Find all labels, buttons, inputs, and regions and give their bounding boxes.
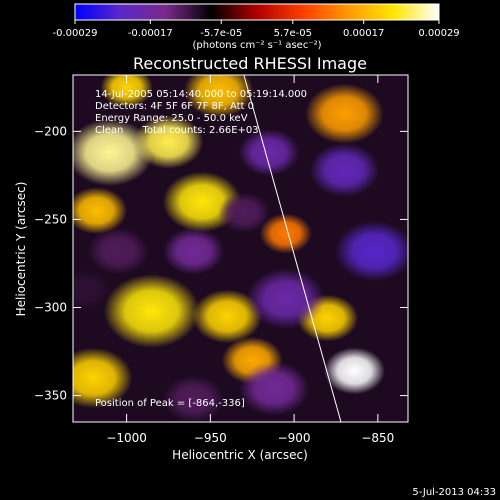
image-blob xyxy=(183,75,254,118)
image-blob xyxy=(309,143,380,197)
image-frame xyxy=(72,74,409,423)
image-blob xyxy=(87,227,149,275)
image-blob xyxy=(73,187,127,235)
image-blob xyxy=(163,375,225,422)
image-blob xyxy=(217,192,270,233)
annotation-time-range: 14-Jul-2005 05:14:40.000 to 05:19:14.000 xyxy=(95,89,307,100)
image-blob xyxy=(103,274,200,348)
image-blob xyxy=(73,269,111,310)
image-blob xyxy=(238,129,300,176)
annotation-detectors: Detectors: 4F 5F 6F 7F 8F, Att 0 xyxy=(95,101,254,112)
annotation-total-counts: Clean Total counts: 2.66E+03 xyxy=(95,125,259,136)
solar-limb-line xyxy=(243,74,342,423)
x-axis-label: Heliocentric X (arcsec) xyxy=(172,448,308,462)
image-blob xyxy=(305,83,384,144)
y-tick-label: −300 xyxy=(34,301,67,315)
image-blobs xyxy=(73,75,408,422)
image-blob xyxy=(335,221,408,282)
x-tick-label: −900 xyxy=(278,431,311,445)
y-axis-ticks: −200 −250 −300 −350 xyxy=(34,124,408,403)
x-tick-label: −1000 xyxy=(106,431,147,445)
colorbar-tick-label: 5.7e-05 xyxy=(274,28,312,39)
annotation-energy-range: Energy Range: 25.0 - 50.0 keV xyxy=(95,113,248,124)
x-axis-ticks: −1000 −950 −900 −850 xyxy=(106,75,394,445)
image-blob xyxy=(192,289,262,344)
colorbar xyxy=(74,3,440,21)
image-blob xyxy=(246,268,325,329)
colorbar-tick-label: -0.00029 xyxy=(53,28,98,39)
colorbar-units-label: (photons cm⁻² s⁻¹ asec⁻²) xyxy=(192,40,321,51)
colorbar-ticks: -0.00029 -0.00017 -5.7e-05 5.7e-05 0.00017 0.… xyxy=(53,20,460,39)
image-blob xyxy=(323,347,385,395)
y-tick-label: −350 xyxy=(34,389,67,403)
colorbar-tick-label: -0.00017 xyxy=(128,28,173,39)
colorbar-tick-label: 0.00029 xyxy=(418,28,459,39)
y-axis-label: Heliocentric Y (arcsec) xyxy=(14,182,28,317)
colorbar-tick-label: -5.7e-05 xyxy=(200,28,242,39)
image-blob xyxy=(133,115,204,169)
y-tick-label: −200 xyxy=(34,124,67,138)
image-blob xyxy=(73,119,154,186)
image-blob xyxy=(100,75,153,108)
x-tick-label: −950 xyxy=(194,431,227,445)
x-tick-label: −850 xyxy=(361,431,394,445)
footer-timestamp: 5-Jul-2013 04:33 xyxy=(412,487,496,498)
chart-title: Reconstructed RHESSI Image xyxy=(133,54,367,73)
colorbar-tick-label: 0.00017 xyxy=(343,28,384,39)
y-tick-label: −250 xyxy=(34,212,67,226)
image-blob xyxy=(73,347,133,409)
peak-position-label: Position of Peak = [-864,-336] xyxy=(95,398,245,409)
image-blob xyxy=(259,213,312,254)
image-blob xyxy=(163,227,225,275)
image-blob xyxy=(239,361,309,416)
